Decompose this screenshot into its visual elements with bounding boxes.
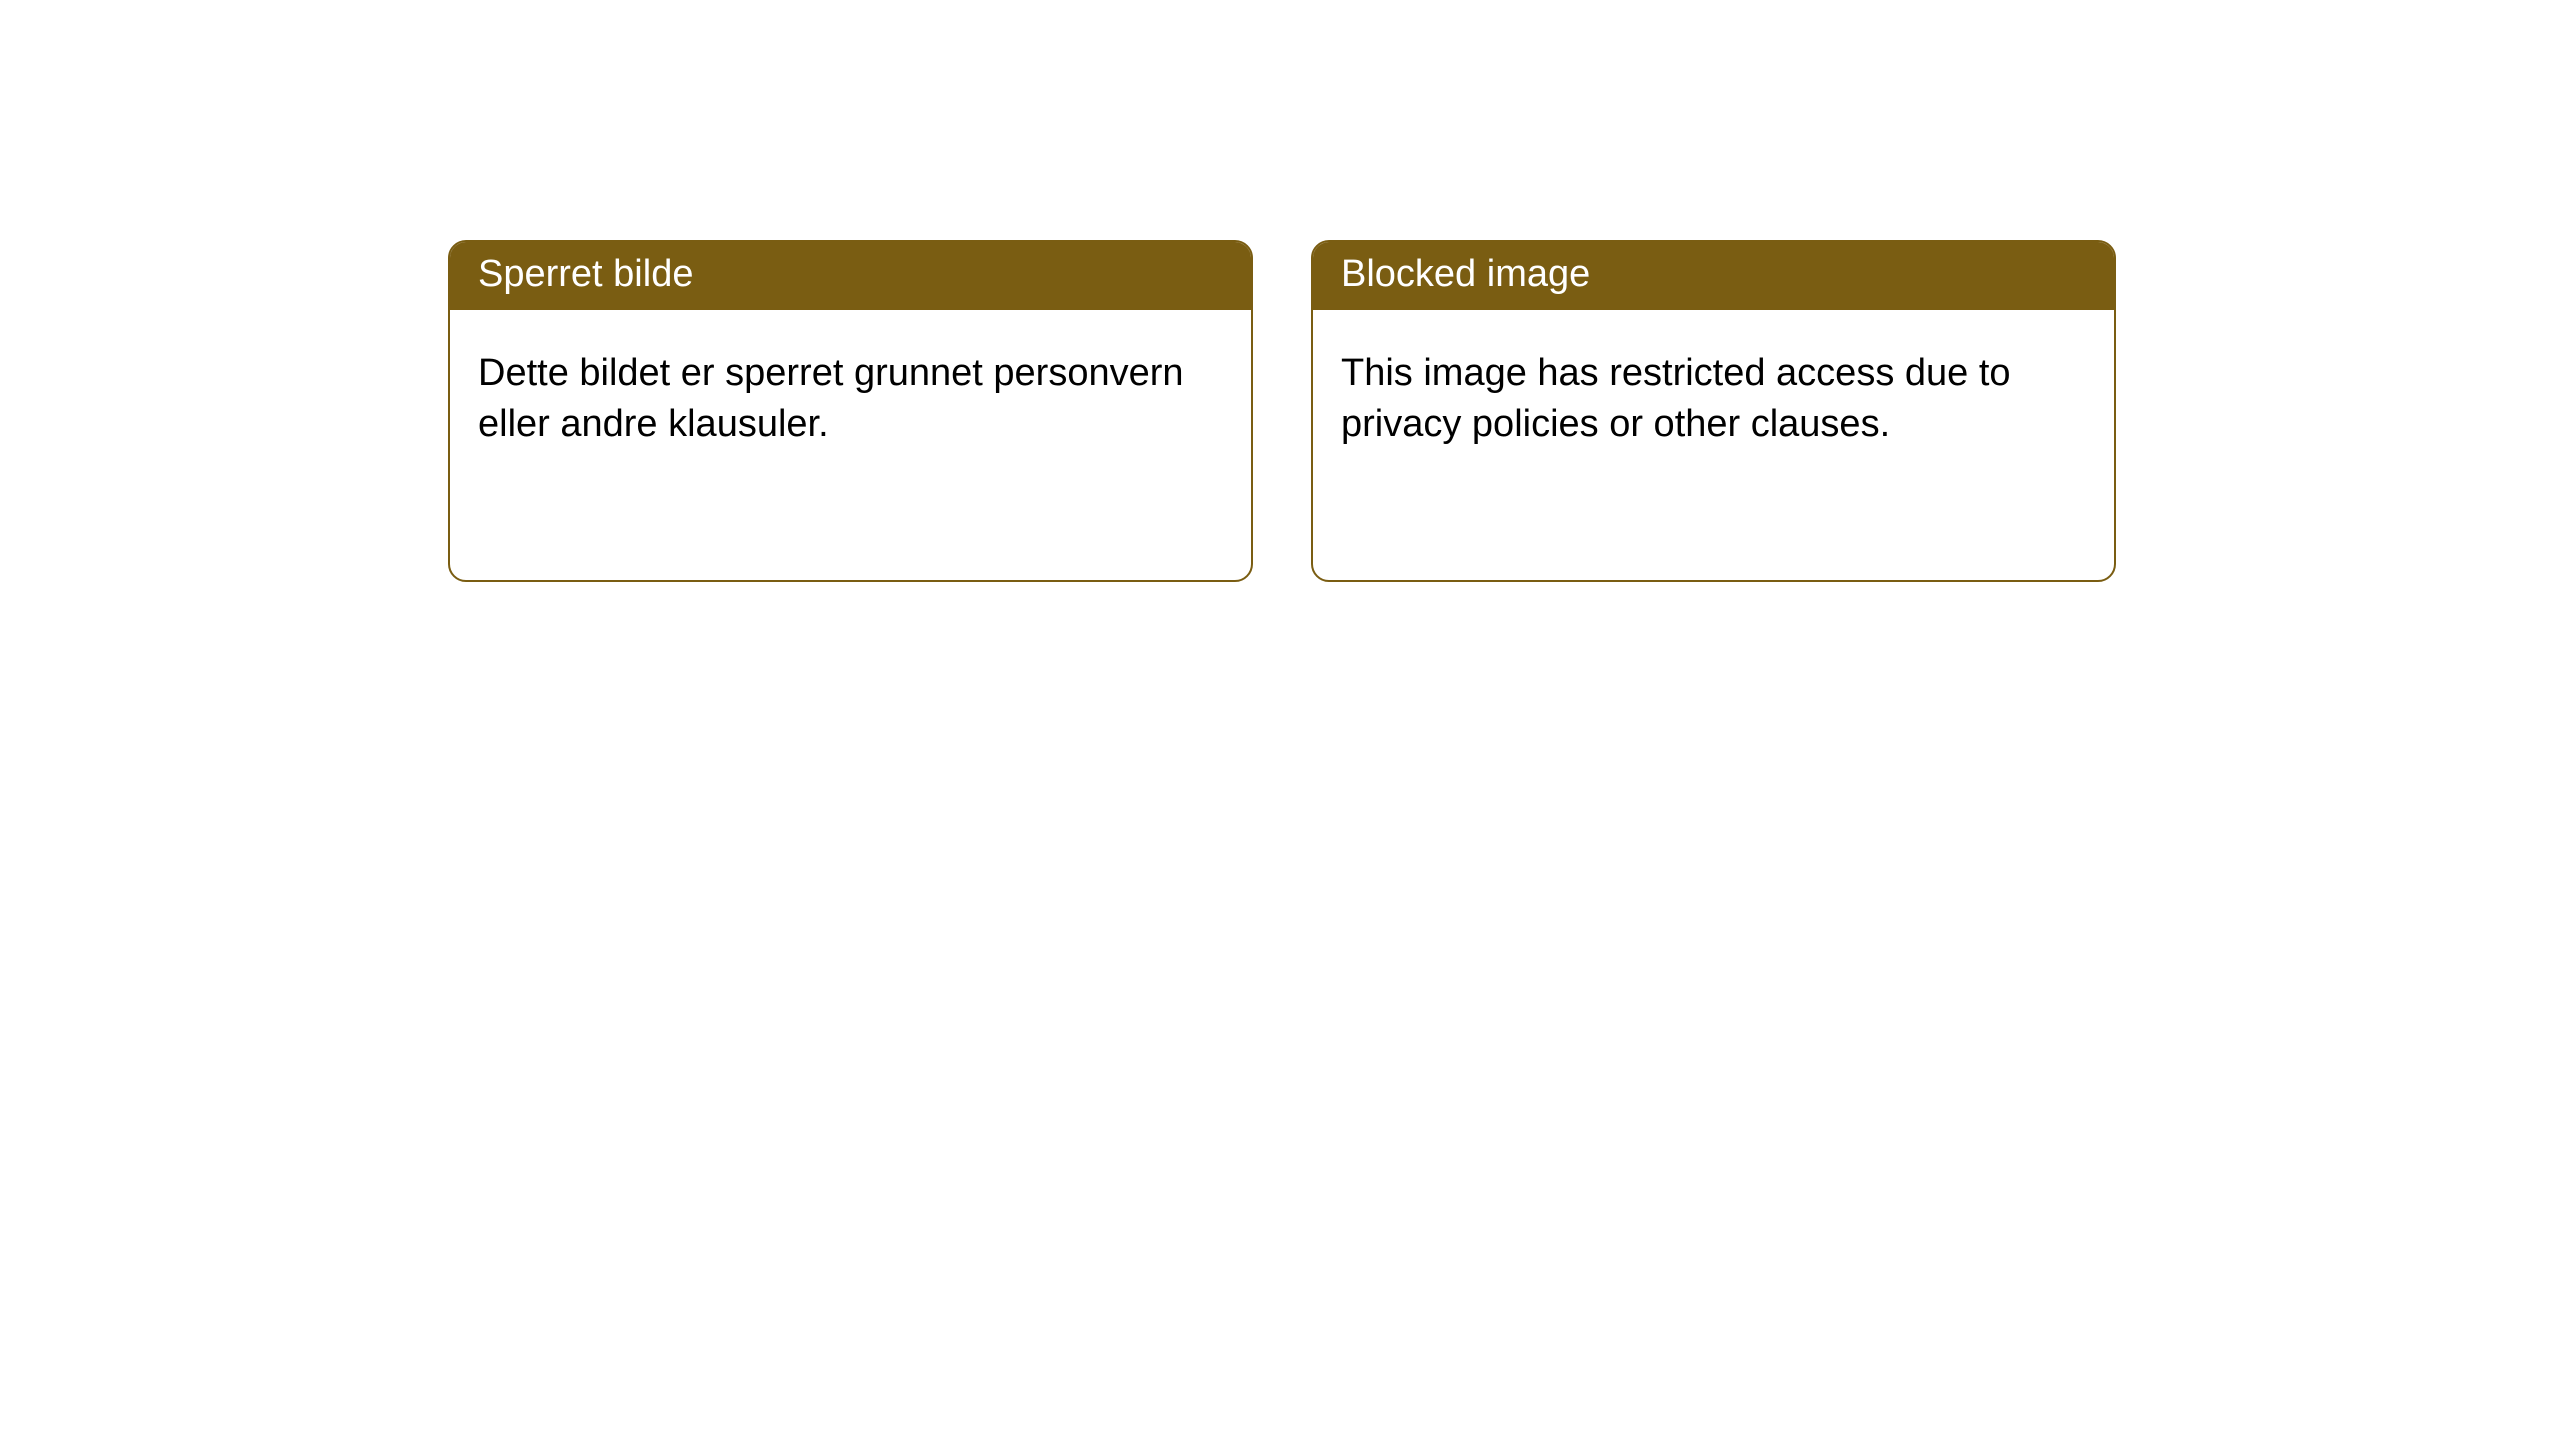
card-message: This image has restricted access due to …	[1341, 348, 2086, 451]
notice-container: Sperret bilde Dette bildet er sperret gr…	[0, 0, 2560, 582]
card-body: Dette bildet er sperret grunnet personve…	[450, 310, 1251, 580]
card-header: Sperret bilde	[450, 242, 1251, 310]
notice-card-norwegian: Sperret bilde Dette bildet er sperret gr…	[448, 240, 1253, 582]
card-body: This image has restricted access due to …	[1313, 310, 2114, 580]
card-title: Sperret bilde	[478, 253, 693, 295]
card-header: Blocked image	[1313, 242, 2114, 310]
notice-card-english: Blocked image This image has restricted …	[1311, 240, 2116, 582]
card-title: Blocked image	[1341, 253, 1590, 295]
card-message: Dette bildet er sperret grunnet personve…	[478, 348, 1223, 451]
